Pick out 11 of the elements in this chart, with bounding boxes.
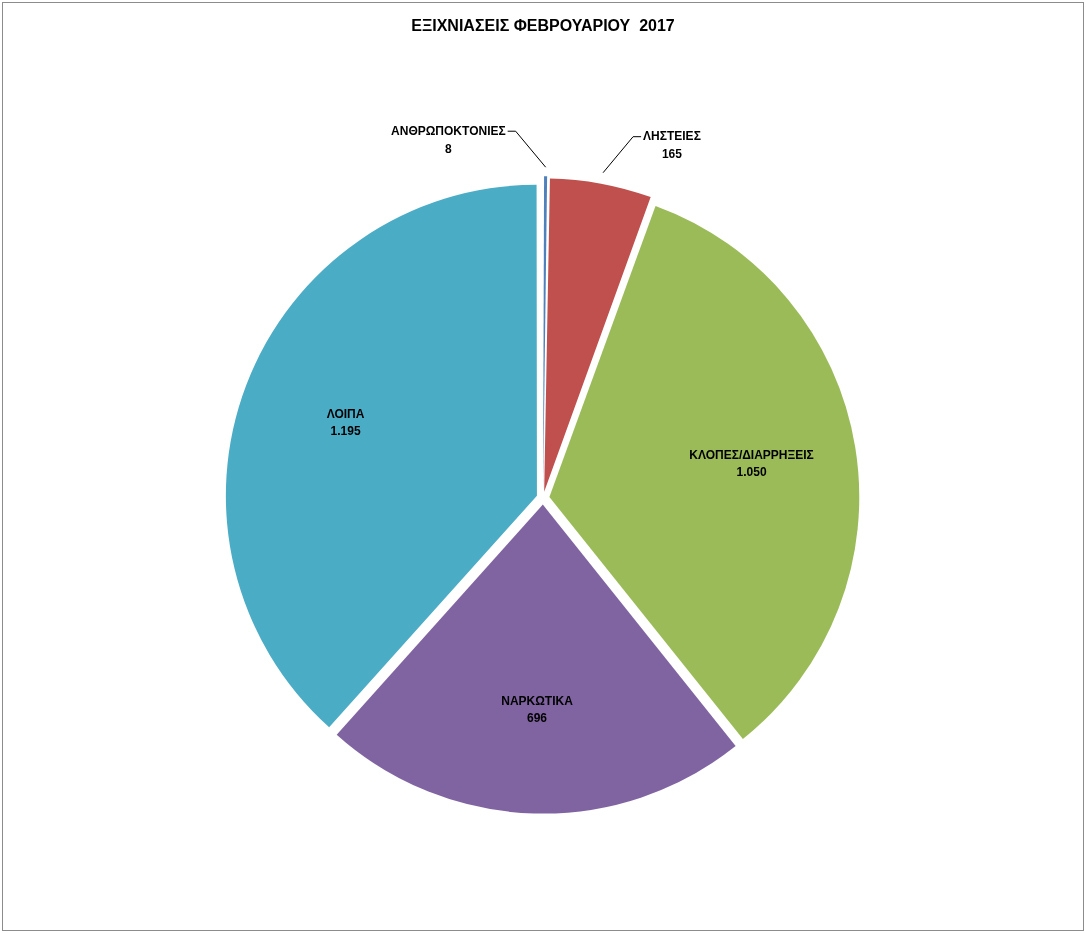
slice-label: ΛΟΙΠΑ <box>326 406 365 421</box>
chart-title: ΕΞΙΧΝΙΑΣΕΙΣ ΦΕΒΡΟΥΑΡΙΟΥ 2017 <box>411 17 675 35</box>
slice-label: ΝΑΡΚΩΤΙΚΑ <box>501 693 574 708</box>
data-label: 8 <box>445 141 453 156</box>
slice-label: ΑΝΘΡΩΠΟΚΤΟΝΙΕΣ <box>391 123 506 138</box>
data-label: 1.050 <box>736 465 767 480</box>
slice-label: ΛΗΣΤΕΙΕΣ <box>643 129 701 144</box>
data-label: 696 <box>527 710 548 725</box>
slice-label: ΚΛΟΠΕΣ/ΔΙΑΡΡΗΞΕΙΣ <box>689 448 814 463</box>
data-label: 165 <box>661 147 683 162</box>
data-label: 1.195 <box>330 423 361 438</box>
